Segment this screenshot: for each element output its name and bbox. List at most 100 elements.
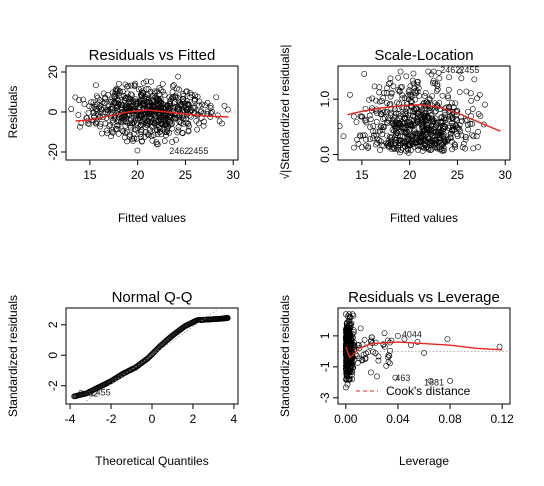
data-point — [417, 138, 424, 145]
data-point — [413, 106, 420, 112]
data-point — [76, 97, 82, 103]
data-point — [85, 109, 92, 116]
data-point — [421, 350, 427, 356]
data-point — [102, 100, 108, 107]
x-tick-label: 2 — [190, 412, 197, 426]
data-point — [100, 90, 107, 97]
data-point — [221, 102, 228, 109]
data-point — [356, 345, 363, 351]
data-point — [131, 83, 138, 89]
y-tick-label: 1.0 — [318, 91, 332, 108]
data-point — [454, 117, 461, 124]
data-point — [438, 132, 445, 138]
data-point — [387, 80, 394, 86]
data-point — [375, 357, 382, 364]
data-point — [430, 121, 437, 127]
data-point — [476, 91, 483, 98]
data-point — [368, 337, 375, 344]
data-point — [141, 93, 148, 100]
data-point — [72, 94, 79, 101]
data-point — [399, 84, 405, 90]
data-point — [102, 108, 109, 115]
data-point — [371, 83, 378, 90]
data-point — [360, 132, 366, 139]
data-point — [362, 106, 369, 112]
data-point — [156, 98, 163, 105]
data-point — [108, 97, 114, 104]
smooth-line — [75, 109, 229, 122]
data-point — [149, 137, 156, 144]
point-annotation: 2462 — [78, 388, 98, 398]
data-point — [395, 74, 402, 81]
data-point — [153, 127, 160, 133]
chart-title: Scale-Location — [374, 47, 473, 64]
data-point — [390, 83, 397, 90]
data-point — [171, 115, 178, 122]
data-point — [482, 101, 488, 108]
data-point — [428, 146, 435, 153]
data-point — [122, 81, 129, 88]
data-point — [406, 87, 413, 94]
data-point — [120, 128, 127, 135]
data-point — [389, 127, 396, 133]
plot-area: 4044 463 1881 0.00 0.04 0.08 0.12 -3 -1 1 Cook's d… — [318, 311, 514, 426]
data-point — [359, 113, 366, 120]
data-point — [103, 127, 110, 134]
data-point — [407, 147, 414, 154]
data-point — [409, 113, 416, 119]
data-point — [439, 92, 446, 99]
data-point — [115, 101, 122, 107]
data-point — [155, 118, 162, 125]
data-point — [154, 106, 161, 113]
data-point — [122, 129, 129, 136]
data-point — [149, 112, 156, 119]
data-point — [158, 99, 164, 106]
data-point — [377, 147, 383, 153]
data-point — [385, 115, 392, 122]
data-point — [114, 125, 121, 132]
data-point — [412, 134, 419, 141]
data-point — [143, 110, 150, 117]
data-point — [192, 105, 198, 111]
data-point — [345, 331, 352, 338]
data-point — [444, 137, 451, 143]
data-point — [128, 99, 134, 106]
data-point — [394, 130, 401, 137]
data-point — [450, 124, 456, 131]
data-point — [112, 100, 119, 107]
data-point — [427, 377, 434, 384]
data-point — [357, 132, 363, 139]
y-tick-label: -20 — [46, 143, 60, 161]
data-point — [173, 85, 180, 92]
data-point — [184, 100, 190, 107]
data-point — [349, 311, 356, 318]
data-point — [403, 111, 410, 118]
data-point — [447, 377, 453, 384]
data-point — [440, 145, 447, 151]
data-point — [125, 107, 132, 114]
data-point — [125, 83, 132, 89]
data-point — [416, 92, 423, 99]
residuals-vs-fitted-panel: Residuals vs Fitted Fitted values Residu… — [6, 47, 240, 225]
data-point — [137, 122, 144, 129]
data-point — [395, 332, 401, 339]
data-point — [456, 122, 463, 128]
data-point — [141, 133, 148, 140]
data-point — [418, 132, 425, 139]
data-point — [397, 68, 404, 75]
data-point — [88, 99, 94, 106]
point-annotation: 4044 — [402, 329, 422, 339]
data-point — [396, 88, 403, 95]
plot-frame — [65, 65, 239, 161]
qq-point — [169, 333, 175, 339]
data-point — [103, 106, 110, 113]
data-point — [367, 124, 374, 131]
data-point — [387, 347, 394, 354]
data-point — [465, 108, 472, 115]
data-point — [457, 68, 464, 75]
data-point — [161, 91, 168, 98]
data-point — [392, 374, 399, 381]
data-point — [370, 128, 376, 135]
data-point — [437, 115, 444, 121]
